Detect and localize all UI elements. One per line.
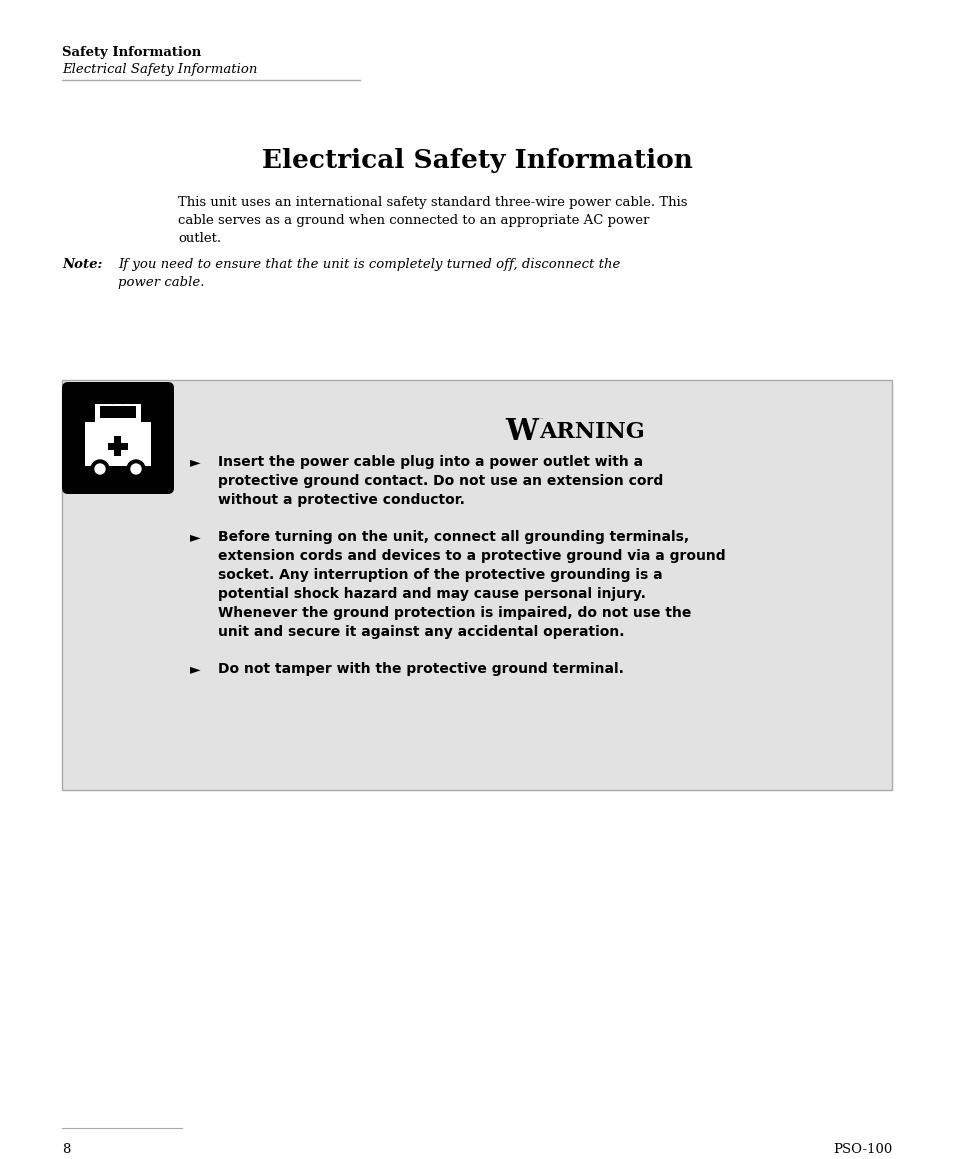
Circle shape bbox=[120, 399, 126, 403]
Bar bbox=[114, 436, 121, 455]
Text: Do not tamper with the protective ground terminal.: Do not tamper with the protective ground… bbox=[218, 662, 623, 676]
Text: Safety Information: Safety Information bbox=[62, 46, 201, 59]
Bar bbox=[89, 467, 147, 471]
Text: If you need to ensure that the unit is completely turned off, disconnect the: If you need to ensure that the unit is c… bbox=[118, 258, 619, 271]
Text: socket. Any interruption of the protective grounding is a: socket. Any interruption of the protecti… bbox=[218, 568, 662, 582]
Bar bbox=[108, 443, 128, 450]
Circle shape bbox=[91, 460, 109, 478]
Text: outlet.: outlet. bbox=[178, 232, 221, 245]
Circle shape bbox=[127, 460, 145, 478]
Text: Note:: Note: bbox=[62, 258, 102, 271]
Bar bbox=[62, 380, 891, 790]
Circle shape bbox=[130, 399, 134, 403]
Bar bbox=[95, 404, 141, 422]
Text: Insert the power cable plug into a power outlet with a: Insert the power cable plug into a power… bbox=[218, 455, 642, 469]
Text: Electrical Safety Information: Electrical Safety Information bbox=[62, 63, 257, 76]
Text: ►: ► bbox=[190, 530, 200, 544]
Circle shape bbox=[131, 464, 141, 474]
Text: unit and secure it against any accidental operation.: unit and secure it against any accidenta… bbox=[218, 625, 624, 639]
Text: extension cords and devices to a protective ground via a ground: extension cords and devices to a protect… bbox=[218, 549, 725, 563]
Bar bbox=[100, 399, 136, 404]
Text: W: W bbox=[505, 417, 537, 446]
Text: protective ground contact. Do not use an extension cord: protective ground contact. Do not use an… bbox=[218, 474, 662, 488]
Text: 8: 8 bbox=[62, 1143, 71, 1156]
Text: PSO-100: PSO-100 bbox=[832, 1143, 891, 1156]
Text: potential shock hazard and may cause personal injury.: potential shock hazard and may cause per… bbox=[218, 586, 645, 602]
Text: ►: ► bbox=[190, 662, 200, 676]
Text: without a protective conductor.: without a protective conductor. bbox=[218, 493, 464, 506]
Bar bbox=[85, 422, 151, 466]
Text: This unit uses an international safety standard three-wire power cable. This: This unit uses an international safety s… bbox=[178, 196, 687, 209]
Circle shape bbox=[101, 399, 107, 403]
Circle shape bbox=[95, 464, 105, 474]
Text: cable serves as a ground when connected to an appropriate AC power: cable serves as a ground when connected … bbox=[178, 214, 649, 227]
Bar bbox=[100, 406, 136, 418]
Text: Electrical Safety Information: Electrical Safety Information bbox=[261, 148, 692, 173]
Text: ►: ► bbox=[190, 455, 200, 469]
Text: power cable.: power cable. bbox=[118, 276, 204, 289]
Text: Whenever the ground protection is impaired, do not use the: Whenever the ground protection is impair… bbox=[218, 606, 691, 620]
Text: ARNING: ARNING bbox=[538, 421, 644, 443]
Text: WARNING: WARNING bbox=[536, 418, 543, 420]
Circle shape bbox=[111, 399, 115, 403]
FancyBboxPatch shape bbox=[62, 382, 173, 494]
Text: Before turning on the unit, connect all grounding terminals,: Before turning on the unit, connect all … bbox=[218, 530, 688, 544]
